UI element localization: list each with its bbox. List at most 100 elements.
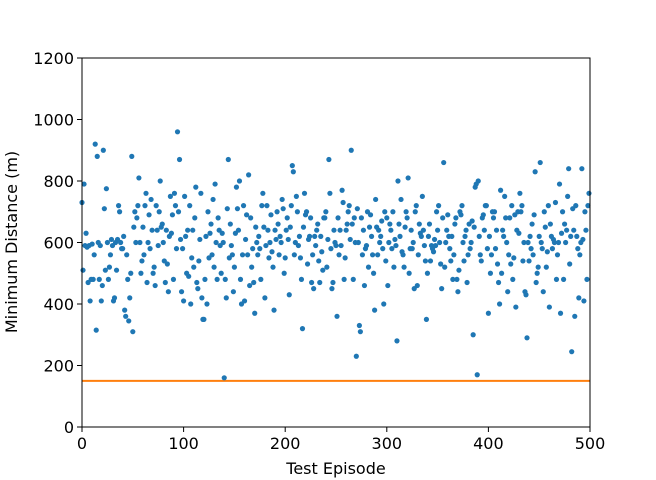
- point: [201, 316, 207, 322]
- point: [291, 252, 297, 258]
- point: [491, 209, 498, 215]
- point: [227, 221, 233, 227]
- point: [458, 212, 464, 218]
- point: [343, 227, 349, 233]
- point: [366, 224, 373, 230]
- point: [254, 239, 260, 246]
- point: [271, 307, 277, 313]
- point: [401, 264, 407, 270]
- point: [496, 301, 503, 307]
- plot-frame: [81, 57, 591, 428]
- point: [80, 267, 86, 273]
- point: [204, 301, 210, 307]
- point: [419, 193, 425, 199]
- point: [480, 212, 486, 218]
- point: [430, 249, 437, 255]
- point: [234, 206, 241, 212]
- point: [106, 264, 113, 270]
- point: [262, 295, 268, 301]
- point: [196, 258, 202, 264]
- point: [583, 227, 589, 233]
- point: [397, 233, 403, 239]
- point: [250, 246, 256, 252]
- point: [360, 227, 367, 233]
- point: [92, 141, 98, 147]
- point: [126, 318, 132, 324]
- point: [586, 190, 592, 196]
- point: [186, 273, 192, 279]
- point: [260, 190, 266, 196]
- point: [218, 270, 224, 276]
- point: [144, 279, 150, 286]
- point: [488, 252, 495, 258]
- point: [87, 298, 93, 304]
- point: [130, 329, 136, 335]
- point: [183, 233, 189, 239]
- point: [113, 267, 120, 273]
- point: [344, 221, 350, 227]
- point: [469, 218, 475, 224]
- point: [281, 270, 287, 276]
- point: [413, 203, 419, 209]
- x-axis-label: Test Episode: [285, 459, 385, 478]
- point: [287, 224, 293, 230]
- point: [415, 252, 421, 258]
- point: [349, 221, 355, 227]
- point: [549, 246, 556, 252]
- point: [483, 203, 489, 209]
- point: [170, 276, 177, 282]
- point: [197, 236, 203, 243]
- point: [317, 279, 323, 286]
- point: [380, 246, 386, 252]
- point: [580, 236, 586, 243]
- point: [282, 255, 288, 261]
- point: [192, 215, 198, 221]
- point: [173, 246, 180, 252]
- point: [334, 313, 340, 319]
- point: [174, 129, 181, 135]
- point: [190, 227, 196, 233]
- point: [151, 264, 157, 270]
- point: [90, 276, 96, 282]
- point: [339, 187, 345, 193]
- point: [143, 190, 149, 196]
- point: [519, 203, 525, 209]
- point: [502, 193, 508, 199]
- point: [497, 187, 504, 193]
- point: [221, 375, 227, 381]
- point: [424, 270, 431, 276]
- point: [444, 227, 450, 233]
- point: [266, 255, 272, 261]
- point: [435, 227, 441, 233]
- point: [385, 282, 391, 289]
- point: [224, 206, 230, 212]
- point: [543, 264, 549, 270]
- point: [94, 153, 100, 159]
- point: [568, 233, 574, 239]
- point: [384, 215, 390, 221]
- point: [555, 239, 562, 246]
- point: [169, 212, 176, 218]
- point: [157, 178, 163, 184]
- point: [486, 233, 493, 239]
- point: [156, 209, 162, 215]
- point: [167, 193, 173, 199]
- point: [524, 335, 530, 341]
- point: [290, 169, 296, 175]
- point: [258, 276, 264, 282]
- point: [155, 242, 161, 249]
- point: [448, 258, 454, 264]
- y-tick-label: 0: [64, 418, 74, 437]
- point: [181, 298, 187, 304]
- point: [573, 203, 579, 209]
- x-tick-label: 500: [575, 434, 606, 453]
- y-axis-label: Minimum Distance (m): [2, 151, 21, 333]
- point: [553, 276, 560, 282]
- point: [274, 209, 280, 215]
- point: [277, 233, 283, 239]
- point: [165, 289, 171, 295]
- point: [195, 286, 201, 292]
- x-tick-label: 400: [473, 434, 504, 453]
- point: [164, 261, 170, 267]
- point: [296, 233, 303, 239]
